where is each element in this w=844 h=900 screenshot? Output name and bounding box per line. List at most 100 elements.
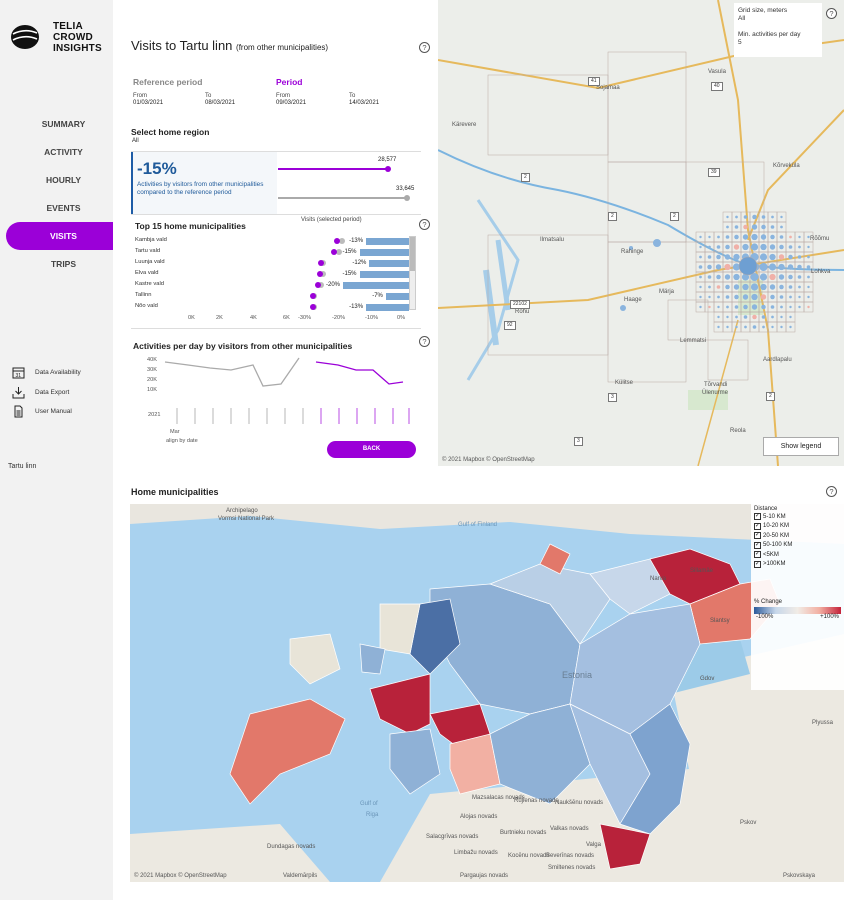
help-icon[interactable]: ? xyxy=(419,219,430,230)
activity-bubble xyxy=(806,265,811,269)
user-manual-label: User Manual xyxy=(35,407,72,415)
min-activities-select[interactable]: 5 xyxy=(738,39,742,46)
y-tick: 20K xyxy=(147,377,157,383)
user-manual-link[interactable]: User Manual xyxy=(12,403,112,419)
activity-bubble xyxy=(707,275,712,279)
activity-bubble xyxy=(708,295,711,299)
top15-scrollbar[interactable] xyxy=(409,236,416,310)
road-badge: 40 xyxy=(711,82,723,91)
reference-visits-dot xyxy=(317,282,324,288)
activity-bubble xyxy=(717,325,720,329)
place-label: Narva xyxy=(650,576,667,582)
change-bar xyxy=(359,271,409,278)
activity-bubble xyxy=(715,264,722,270)
municipality-name[interactable]: Elva vald xyxy=(135,270,159,276)
period-to-date[interactable]: 14/03/2021 xyxy=(349,100,380,106)
data-export-link[interactable]: Data Export xyxy=(12,384,112,400)
municipality-name[interactable]: Tartu vald xyxy=(135,248,161,254)
activity-bubble xyxy=(725,235,730,239)
activity-bubble xyxy=(807,285,810,289)
align-by-date-label[interactable]: align by date xyxy=(166,438,198,444)
distance-checkbox-lt5[interactable]: ✓ <5KM xyxy=(754,551,779,559)
ref-to-date[interactable]: 08/03/2021 xyxy=(205,100,236,106)
document-icon xyxy=(14,405,23,417)
place-label: Rahinge xyxy=(621,249,644,255)
activity-bubble xyxy=(732,263,741,271)
distance-checkbox-10-20[interactable]: ✓ 10-20 KM xyxy=(754,522,790,530)
activity-bubble xyxy=(798,245,801,249)
activity-bubble xyxy=(699,285,702,289)
municipality-name[interactable]: Nõo vald xyxy=(135,303,158,309)
nav-hourly[interactable]: HOURLY xyxy=(45,175,82,185)
municipality-name[interactable]: Luunja vald xyxy=(135,259,165,265)
data-availability-link[interactable]: 31 Data Availability xyxy=(12,364,112,380)
nav-events[interactable]: EVENTS xyxy=(46,203,81,213)
change-label: -15% xyxy=(342,271,357,277)
place-label: Märja xyxy=(659,289,675,295)
activity-bubble xyxy=(699,275,702,279)
x-tick: 4K xyxy=(250,315,257,321)
activity-bubble xyxy=(788,245,793,249)
nav-summary[interactable]: SUMMARY xyxy=(41,119,86,129)
activity-bubble xyxy=(735,215,738,219)
show-legend-button[interactable]: Show legend xyxy=(763,437,839,456)
selected-period-line xyxy=(315,361,404,385)
distance-legend: Distance ✓ 5-10 KM ✓ 10-20 KM ✓ 20-50 KM ✓ 5… xyxy=(751,504,844,690)
road-badge: 2 xyxy=(766,392,775,401)
period-visits-dot xyxy=(310,293,317,299)
home-municipalities-map[interactable]: Gulf of Finland Gulf of Riga Estonia Vor… xyxy=(130,504,844,882)
back-button[interactable]: BACK xyxy=(327,441,416,458)
activity-bubble xyxy=(769,273,776,281)
place-label: Limbažu novads xyxy=(454,850,498,856)
download-icon xyxy=(12,386,25,398)
help-icon[interactable]: ? xyxy=(419,42,430,53)
activity-bubble xyxy=(724,254,731,260)
help-icon[interactable]: ? xyxy=(826,8,837,19)
activity-bubble xyxy=(760,283,767,291)
activity-bubble xyxy=(770,225,775,229)
ref-from-label: From xyxy=(133,93,147,99)
activity-bubble xyxy=(742,243,749,251)
activity-bubble xyxy=(778,274,785,280)
change-label: -15% xyxy=(342,249,357,255)
change-bar xyxy=(385,293,409,300)
sea-label: Riga xyxy=(366,812,379,818)
change-bar xyxy=(343,282,409,289)
activity-bubble xyxy=(699,255,702,259)
visits-selected-header: Visits (selected period) xyxy=(301,217,362,223)
activity-bubble xyxy=(761,224,766,230)
home-municipalities-title: Home municipalities xyxy=(131,487,219,497)
municipality-name[interactable]: Kambja vald xyxy=(135,237,167,243)
daily-header: Activities per day by visitors from othe… xyxy=(133,341,353,351)
grid-activity-map[interactable]: Sojamaa Vasula Kärevere Kõrveküla Ilmats… xyxy=(438,0,844,466)
place-label: Lemmatsi xyxy=(680,338,707,344)
activity-bubble xyxy=(698,265,703,269)
distance-checkbox-20-50[interactable]: ✓ 20-50 KM xyxy=(754,532,790,540)
home-region-select[interactable]: All xyxy=(132,138,139,144)
nav-visits[interactable]: VISITS xyxy=(6,222,113,250)
map-controls: Grid size, meters All Min. activities pe… xyxy=(734,3,822,57)
place-label: Burtnieku novads xyxy=(500,830,547,836)
change-min: -100% xyxy=(756,614,774,620)
help-icon[interactable]: ? xyxy=(826,486,837,497)
distance-checkbox-50-100[interactable]: ✓ 50-100 KM xyxy=(754,541,793,549)
period-visits-dot xyxy=(317,260,324,266)
period-total: 28,577 xyxy=(378,157,397,163)
grid-cells-dense xyxy=(695,211,814,333)
municipality-name[interactable]: Tallinn xyxy=(135,292,152,298)
activity-bubble xyxy=(752,325,757,329)
distance-checkbox-5-10[interactable]: ✓ 5-10 KM xyxy=(754,513,786,521)
distance-checkbox-gt100[interactable]: ✓ >100KM xyxy=(754,560,786,568)
ref-from-date[interactable]: 01/03/2021 xyxy=(133,100,164,106)
nav-trips[interactable]: TRIPS xyxy=(50,259,77,269)
help-icon[interactable]: ? xyxy=(419,336,430,347)
nav-activity[interactable]: ACTIVITY xyxy=(44,147,83,157)
municipality-name[interactable]: Kastre vald xyxy=(135,281,164,287)
grid-size-select[interactable]: All xyxy=(738,15,746,22)
place-label: Lohkva xyxy=(811,269,831,275)
data-availability-label: Data Availability xyxy=(35,368,81,376)
activity-bubble xyxy=(807,295,810,299)
activity-bubble xyxy=(760,234,767,240)
period-from-date[interactable]: 09/03/2021 xyxy=(276,100,307,106)
selected-location: Tartu linn xyxy=(8,463,37,470)
